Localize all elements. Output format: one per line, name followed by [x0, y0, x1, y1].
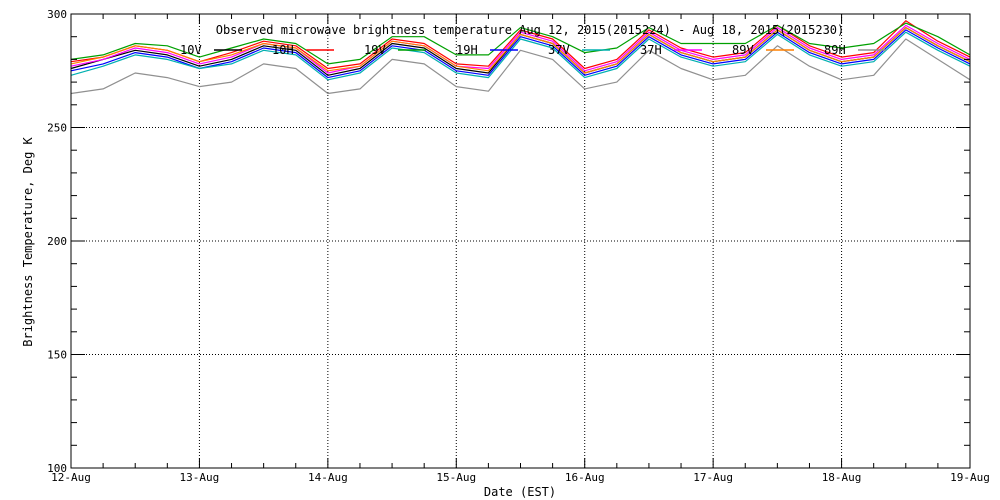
series-line-89v [70, 27, 971, 74]
series-line-10h [70, 20, 971, 70]
y-tick-label: 150 [47, 349, 67, 362]
legend-label-89h: 89H [824, 43, 846, 57]
x-tick-label: 19-Aug [950, 471, 990, 484]
legend-label-10v: 10V [180, 43, 202, 57]
legend-label-19h: 19H [456, 43, 478, 57]
y-axis-label: Brightness Temperature, Deg K [21, 136, 35, 346]
series-line-19h [70, 29, 971, 79]
series-line-19v [70, 22, 971, 65]
grid-layer [71, 14, 970, 468]
x-tick-label: 18-Aug [822, 471, 862, 484]
legend-label-37v: 37V [548, 43, 570, 57]
y-tick-label: 250 [47, 122, 67, 135]
y-tick-label: 200 [47, 235, 67, 248]
series-line-37v [70, 31, 971, 81]
series-layer [70, 20, 971, 95]
legend-label-10h: 10H [272, 43, 294, 57]
x-tick-label: 14-Aug [308, 471, 348, 484]
series-line-37h [70, 24, 971, 74]
legend-label-19v: 19V [364, 43, 386, 57]
chart-title: Observed microwave brightness temperatur… [216, 23, 845, 37]
legend-layer: 10V 10H 19V 19H 37V 37H 89V 89H [180, 43, 886, 57]
x-tick-label: 16-Aug [565, 471, 605, 484]
legend-label-37h: 37H [640, 43, 662, 57]
x-tick-label: 13-Aug [180, 471, 220, 484]
x-tick-label: 12-Aug [51, 471, 91, 484]
y-tick-label: 300 [47, 8, 67, 21]
x-axis-label: Date (EST) [484, 485, 556, 499]
series-line-89h [70, 38, 971, 95]
x-tick-label: 17-Aug [693, 471, 733, 484]
legend-label-89v: 89V [732, 43, 754, 57]
tick-layer: 100 150 200 250 300 12-Aug 13-Aug 14-Aug 15-Aug 1… [47, 8, 990, 484]
y-tick-label: 100 [47, 462, 67, 475]
x-tick-label: 15-Aug [436, 471, 476, 484]
